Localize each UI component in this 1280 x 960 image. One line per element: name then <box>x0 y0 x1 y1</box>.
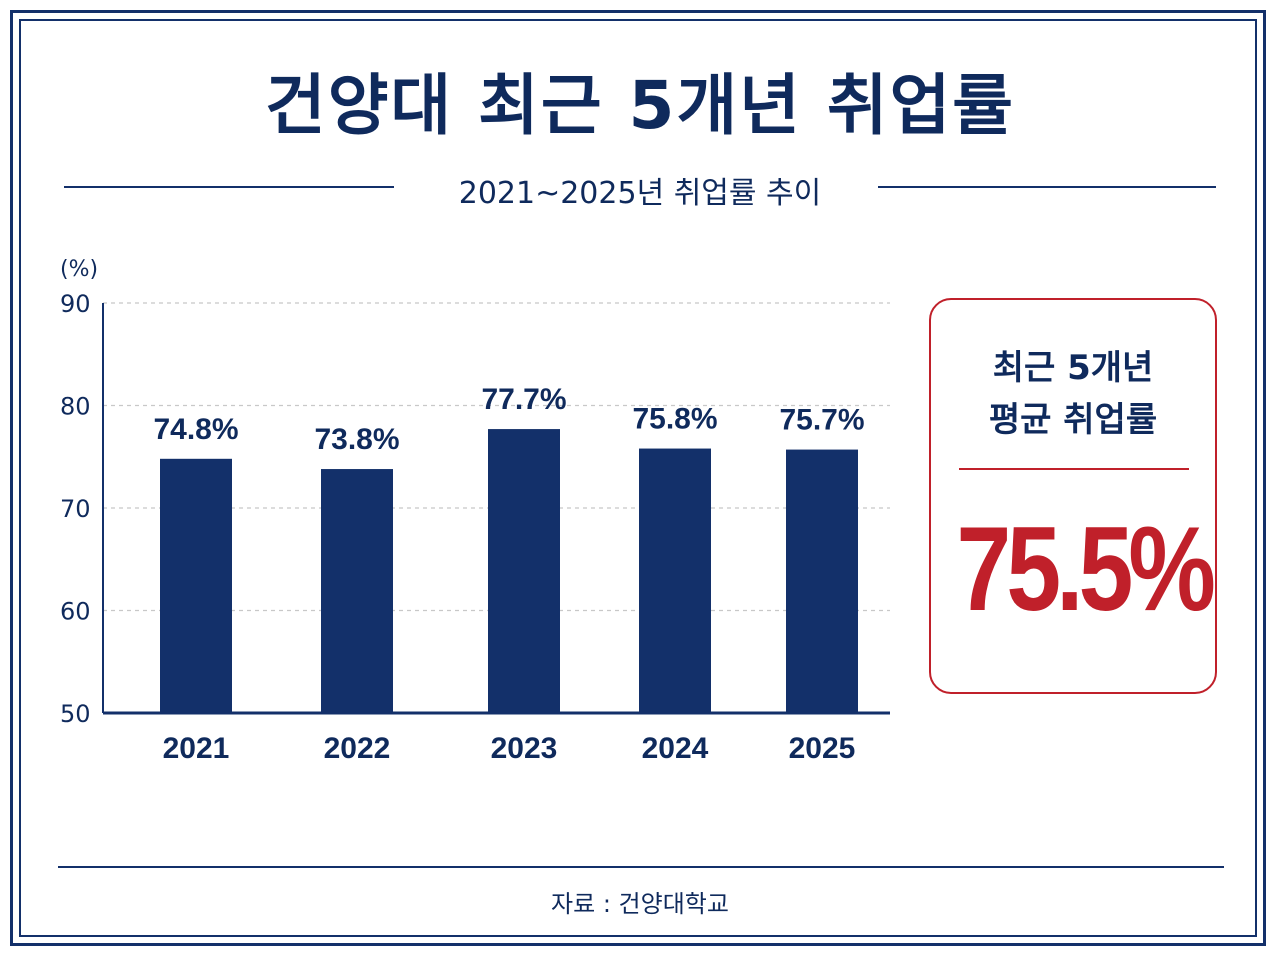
y-tick-label: 50 <box>60 700 91 728</box>
bar <box>639 448 711 713</box>
inner-frame <box>19 19 1257 937</box>
bar <box>321 469 393 713</box>
bar <box>160 458 232 713</box>
y-tick-label: 60 <box>60 598 91 626</box>
bar <box>488 429 560 713</box>
y-tick-label: 80 <box>60 393 91 421</box>
average-value: 75.5% <box>956 502 1216 636</box>
subtitle-rule-right <box>878 186 1216 188</box>
footer-rule <box>58 866 1224 868</box>
subtitle-rule-left <box>64 186 394 188</box>
y-tick-label: 90 <box>60 290 91 318</box>
source-note: 자료 : 건양대학교 <box>551 890 729 918</box>
data-label: 73.8% <box>314 423 399 456</box>
subtitle: 2021~2025년 취업률 추이 <box>458 176 822 211</box>
outer-frame <box>10 10 1266 946</box>
x-tick-label: 2024 <box>642 732 709 765</box>
y-tick-label: 70 <box>60 495 91 523</box>
average-label: 최근 5개년 평균 취업률 <box>988 348 1158 440</box>
data-label: 74.8% <box>153 413 238 446</box>
x-tick-label: 2025 <box>789 732 856 765</box>
data-label: 75.8% <box>632 403 717 436</box>
x-tick-label: 2021 <box>163 732 230 765</box>
subtitle-row: 2021~2025년 취업률 추이 <box>64 166 1216 211</box>
y-unit-label: (%) <box>60 257 98 282</box>
bar <box>786 449 858 713</box>
data-label: 75.7% <box>779 404 864 437</box>
average-divider <box>959 468 1189 470</box>
x-tick-label: 2022 <box>324 732 391 765</box>
average-box: 최근 5개년 평균 취업률 75.5% <box>929 298 1217 694</box>
page-title: 건양대 최근 5개년 취업률 <box>264 67 1016 144</box>
data-label: 77.7% <box>481 383 566 416</box>
x-tick-label: 2023 <box>491 732 558 765</box>
